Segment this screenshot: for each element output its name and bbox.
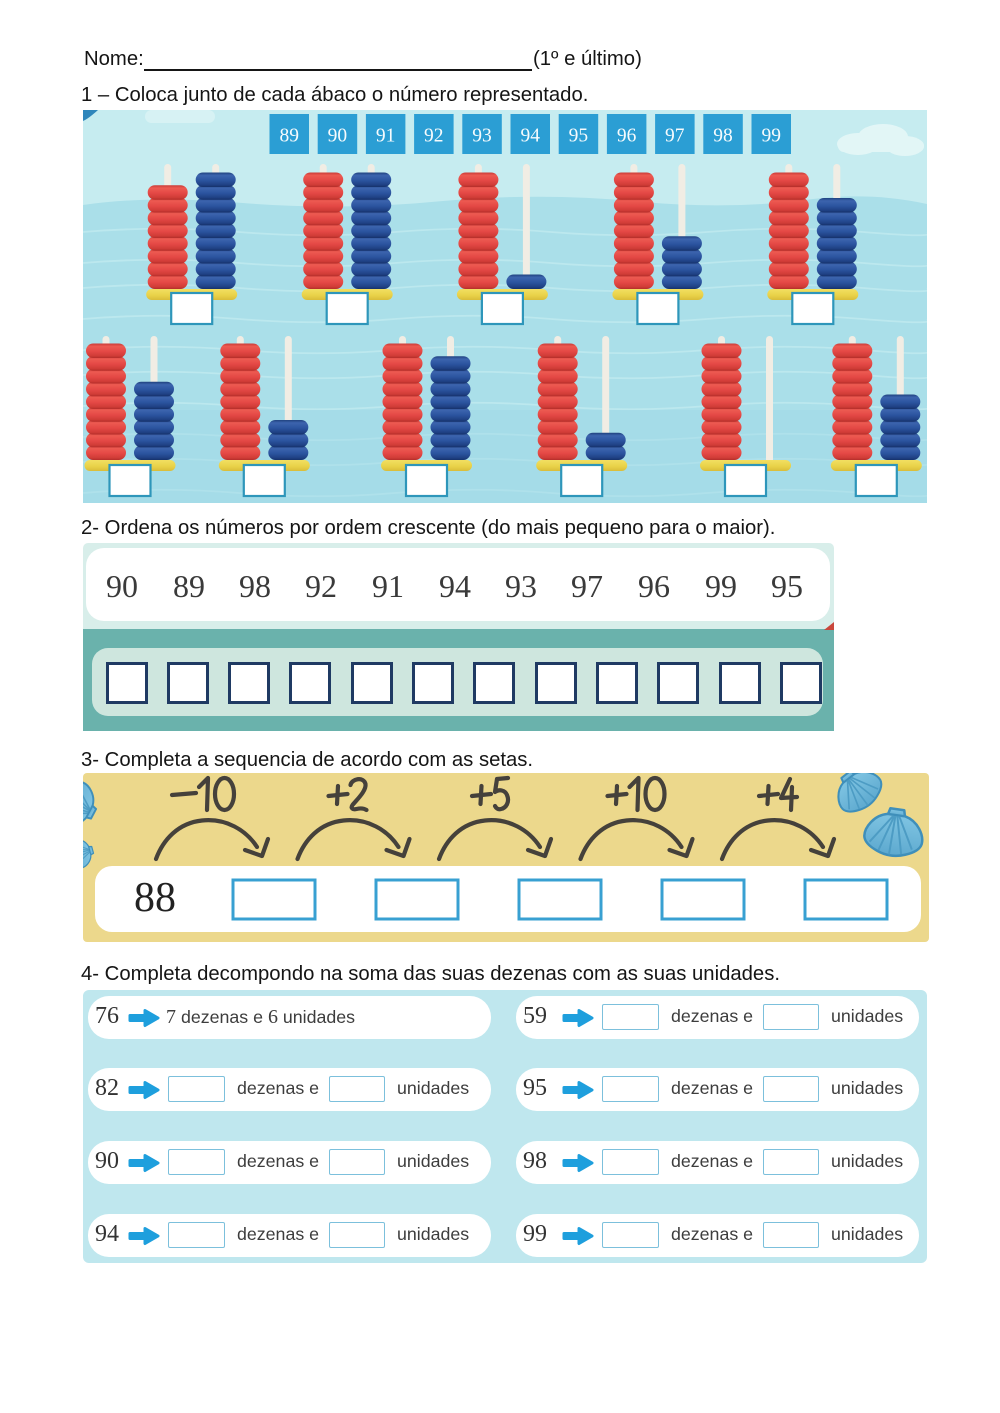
svg-text:93: 93: [472, 126, 492, 147]
svg-text:96: 96: [617, 126, 637, 147]
svg-text:91: 91: [376, 126, 396, 147]
svg-text:98: 98: [713, 126, 733, 147]
svg-text:92: 92: [424, 126, 444, 147]
svg-text:88: 88: [134, 875, 176, 921]
svg-text:89: 89: [279, 126, 299, 147]
svg-text:97: 97: [665, 126, 685, 147]
svg-text:95: 95: [569, 126, 589, 147]
svg-text:94: 94: [520, 126, 540, 147]
svg-text:99: 99: [761, 126, 781, 147]
svg-text:90: 90: [328, 126, 348, 147]
